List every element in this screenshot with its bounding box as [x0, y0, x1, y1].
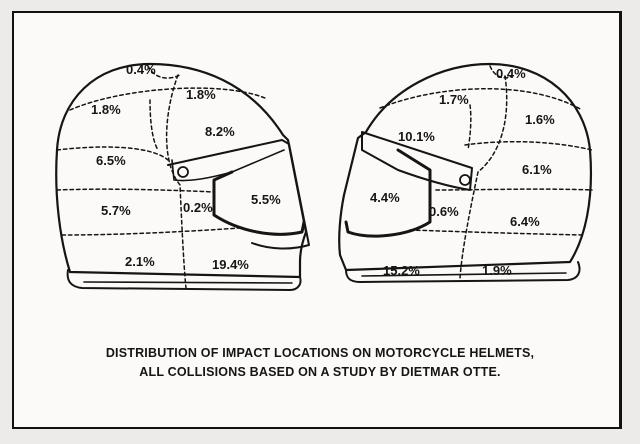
right-helmet-rim-inner — [361, 272, 567, 277]
label-left-chin: 19.4% — [212, 257, 249, 272]
left-helmet-rim — [66, 269, 302, 291]
label-left-crown-front: 8.2% — [205, 124, 235, 139]
label-left-mid-rear: 6.5% — [96, 153, 126, 168]
right-helmet-zone-lines — [379, 65, 593, 279]
label-right-top-center: 0.4% — [496, 66, 526, 81]
label-left-lower-rear: 5.7% — [101, 203, 131, 218]
label-left-top-center: 0.4% — [126, 62, 156, 77]
label-right-mid-rear: 6.1% — [522, 162, 552, 177]
label-right-side: 0.6% — [429, 204, 459, 219]
right-helmet-shell — [338, 62, 593, 272]
right-helmet-labels: 0.4% 1.7% 1.6% 10.1% 6.1% 4.4% 0.6% 6.4%… — [370, 66, 555, 278]
label-right-lower-rear: 6.4% — [510, 214, 540, 229]
label-left-base-rear: 2.1% — [125, 254, 155, 269]
left-helmet-shell — [55, 62, 308, 279]
left-helmet-pivot — [177, 166, 189, 178]
label-right-upper-rear: 1.6% — [525, 112, 555, 127]
label-left-upper-rear: 1.8% — [91, 102, 121, 117]
label-left-side: 0.2% — [183, 200, 213, 215]
label-right-upper-front: 1.7% — [439, 92, 469, 107]
right-helmet — [338, 62, 593, 283]
left-helmet-face-opening — [212, 170, 306, 236]
label-left-visor: 5.5% — [251, 192, 281, 207]
label-right-chin: 15.2% — [383, 263, 420, 278]
right-helmet-pivot — [459, 174, 471, 186]
caption-line-1: DISTRIBUTION OF IMPACT LOCATIONS ON MOTO… — [105, 346, 535, 360]
left-helmet-labels: 0.4% 1.8% 1.8% 8.2% 6.5% 5.5% 5.7% 0.2% … — [91, 62, 281, 272]
right-helmet-rim — [345, 261, 581, 283]
left-helmet-visor — [167, 139, 310, 250]
left-helmet — [55, 62, 310, 291]
left-helmet-zone-lines — [56, 65, 266, 289]
label-right-crown-front: 10.1% — [398, 129, 435, 144]
figure-frame — [12, 11, 622, 429]
label-left-upper-front: 1.8% — [186, 87, 216, 102]
caption-line-2: ALL COLLISIONS BASED ON A STUDY BY DIETM… — [139, 365, 501, 379]
left-helmet-rim-inner — [83, 281, 293, 284]
label-right-visor: 4.4% — [370, 190, 400, 205]
label-right-base-rear: 1.9% — [482, 263, 512, 278]
right-helmet-face-opening — [344, 148, 432, 238]
left-helmet-visor-edge — [171, 149, 285, 182]
